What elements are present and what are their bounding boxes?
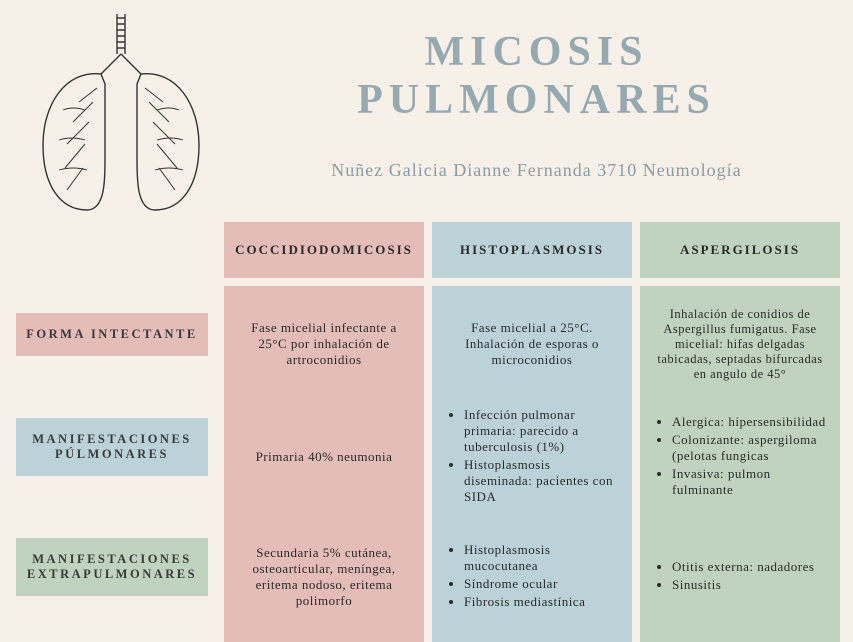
lungs-illustration xyxy=(25,10,215,220)
col-asper: Inhalación de conidios de Aspergillus fu… xyxy=(640,286,840,642)
row-label-pulm: MANIFESTACIONES PÚLMONARES xyxy=(16,418,208,476)
cell-cocc-extra: Secundaria 5% cutánea, osteoarticular, m… xyxy=(238,545,410,609)
page-title: MICOSIS PULMONARES xyxy=(260,28,813,125)
col-header-histo: HISTOPLASMOSIS xyxy=(432,222,632,278)
cell-asper-pulm: Alergica: hipersensibilidad Colonizante:… xyxy=(654,414,826,500)
list-item: Otitis externa: nadadores xyxy=(672,559,814,575)
col-header-cocc: COCCIDIODOMICOSIS xyxy=(224,222,424,278)
list-item: Invasiva: pulmon fulminante xyxy=(672,466,826,498)
cell-histo-pulm: Infección pulmonar primaria: parecido a … xyxy=(446,407,618,507)
list-item: Fibrosis mediastínica xyxy=(464,594,618,610)
body-row: FORMA INTECTANTE MANIFESTACIONES PÚLMONA… xyxy=(0,286,853,642)
list-item: Infección pulmonar primaria: parecido a … xyxy=(464,407,618,455)
list-item: Histoplasmosis mucocutanea xyxy=(464,542,618,574)
list-item: Colonizante: aspergiloma (pelotas fungic… xyxy=(672,432,826,464)
header-spacer xyxy=(0,222,224,278)
col-cocc: Fase micelial infectante a 25°C por inha… xyxy=(224,286,424,642)
comparison-grid: COCCIDIODOMICOSIS HISTOPLASMOSIS ASPERGI… xyxy=(0,222,853,642)
row-labels: FORMA INTECTANTE MANIFESTACIONES PÚLMONA… xyxy=(0,286,224,642)
cell-histo-forma: Fase micelial a 25°C. Inhalación de espo… xyxy=(446,320,618,368)
list-item: Sinusitis xyxy=(672,577,814,593)
list-item: Histoplasmosis diseminada: pacientes con… xyxy=(464,457,618,505)
page-subtitle: Nuñez Galicia Dianne Fernanda 3710 Neumo… xyxy=(260,160,813,181)
col-header-asper: ASPERGILOSIS xyxy=(640,222,840,278)
list-item: Alergica: hipersensibilidad xyxy=(672,414,826,430)
col-histo: Fase micelial a 25°C. Inhalación de espo… xyxy=(432,286,632,642)
row-label-forma: FORMA INTECTANTE xyxy=(16,313,208,356)
cell-histo-extra: Histoplasmosis mucocutanea Síndrome ocul… xyxy=(446,542,618,612)
cell-cocc-forma: Fase micelial infectante a 25°C por inha… xyxy=(238,320,410,368)
cell-cocc-pulm: Primaria 40% neumonia xyxy=(238,449,410,465)
header-row: COCCIDIODOMICOSIS HISTOPLASMOSIS ASPERGI… xyxy=(0,222,853,278)
cell-asper-forma: Inhalación de conidios de Aspergillus fu… xyxy=(654,307,826,382)
cell-asper-extra: Otitis externa: nadadores Sinusitis xyxy=(654,559,814,595)
row-label-extra: MANIFESTACIONES EXTRAPULMONARES xyxy=(16,538,208,596)
list-item: Síndrome ocular xyxy=(464,576,618,592)
